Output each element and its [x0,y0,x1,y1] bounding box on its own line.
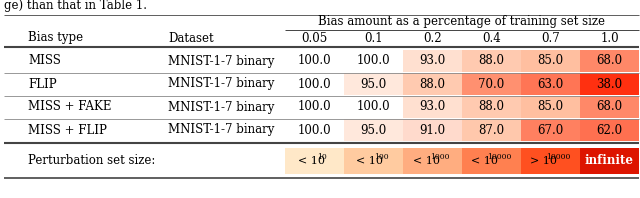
Text: < 10: < 10 [413,156,440,166]
Bar [580,148,639,174]
Text: 88.0: 88.0 [479,54,504,68]
Text: MNIST-1-7 binary: MNIST-1-7 binary [168,101,275,113]
Bar [462,73,521,95]
Bar [285,148,344,174]
Text: 93.0: 93.0 [419,101,445,113]
Text: 88.0: 88.0 [419,77,445,90]
Text: 100.0: 100.0 [298,77,332,90]
Text: 1.0: 1.0 [600,31,619,45]
Text: Bias amount as a percentage of training set size: Bias amount as a percentage of training … [319,15,605,29]
Text: 100.0: 100.0 [298,101,332,113]
Bar [344,50,403,72]
Text: < 10: < 10 [298,156,325,166]
Text: MISS + FAKE: MISS + FAKE [28,101,111,113]
Text: 100.0: 100.0 [356,54,390,68]
Text: 95.0: 95.0 [360,77,387,90]
Text: 10000: 10000 [487,153,511,161]
Text: 0.05: 0.05 [301,31,328,45]
Text: < 10: < 10 [356,156,383,166]
Bar [344,96,403,118]
Text: 0.2: 0.2 [423,31,442,45]
Text: 70.0: 70.0 [478,77,504,90]
Text: 95.0: 95.0 [360,124,387,136]
Bar [521,50,580,72]
Text: 68.0: 68.0 [596,54,623,68]
Bar [521,119,580,141]
Text: 100.0: 100.0 [298,124,332,136]
Bar [580,50,639,72]
Text: Bias type: Bias type [28,31,83,45]
Bar [344,119,403,141]
Bar [285,73,344,95]
Bar [403,119,462,141]
Text: MNIST-1-7 binary: MNIST-1-7 binary [168,54,275,68]
Text: 0.4: 0.4 [482,31,501,45]
Bar [403,96,462,118]
Bar [344,73,403,95]
Text: 68.0: 68.0 [596,101,623,113]
Bar [403,73,462,95]
Bar [521,73,580,95]
Bar [285,119,344,141]
Text: ge) than that in Table 1.: ge) than that in Table 1. [4,0,147,12]
Bar [580,119,639,141]
Text: Dataset: Dataset [168,31,214,45]
Bar [580,96,639,118]
Text: 85.0: 85.0 [538,54,564,68]
Bar [521,96,580,118]
Text: MNIST-1-7 binary: MNIST-1-7 binary [168,124,275,136]
Text: 87.0: 87.0 [479,124,504,136]
Bar [462,119,521,141]
Bar [462,96,521,118]
Text: 1000: 1000 [430,153,450,161]
Text: MISS + FLIP: MISS + FLIP [28,124,107,136]
Bar [285,96,344,118]
Text: 85.0: 85.0 [538,101,564,113]
Text: 100: 100 [374,153,388,161]
Text: 10000: 10000 [546,153,570,161]
Bar [462,50,521,72]
Text: 100.0: 100.0 [298,54,332,68]
Text: MNIST-1-7 binary: MNIST-1-7 binary [168,77,275,90]
Text: 91.0: 91.0 [419,124,445,136]
Text: 0.1: 0.1 [364,31,383,45]
Bar [580,73,639,95]
Text: 0.7: 0.7 [541,31,560,45]
Bar [462,148,521,174]
Text: 100.0: 100.0 [356,101,390,113]
Text: 63.0: 63.0 [538,77,564,90]
Bar [285,50,344,72]
Text: FLIP: FLIP [28,77,56,90]
Bar [344,148,403,174]
Bar [403,148,462,174]
Text: 93.0: 93.0 [419,54,445,68]
Text: 67.0: 67.0 [538,124,564,136]
Text: 38.0: 38.0 [596,77,623,90]
Text: MISS: MISS [28,54,61,68]
Text: > 10: > 10 [530,156,557,166]
Text: 88.0: 88.0 [479,101,504,113]
Text: 10: 10 [317,153,327,161]
Text: 62.0: 62.0 [596,124,623,136]
Bar [403,50,462,72]
Text: < 10: < 10 [471,156,498,166]
Text: Perturbation set size:: Perturbation set size: [28,154,156,168]
Text: infinite: infinite [585,154,634,168]
Bar [521,148,580,174]
